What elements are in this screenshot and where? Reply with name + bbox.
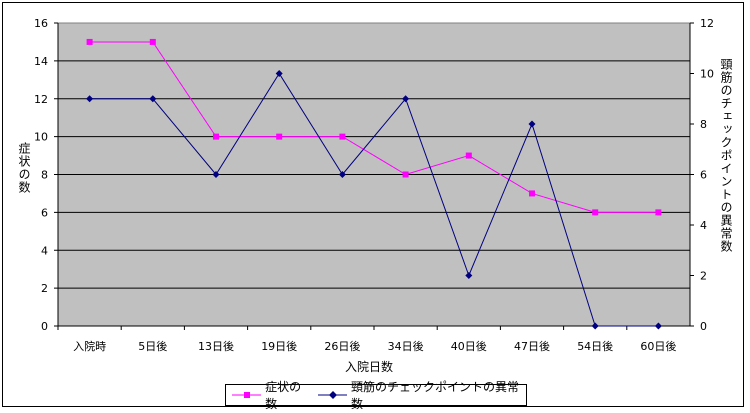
data-point bbox=[402, 171, 409, 178]
y-tick-label: 2 bbox=[41, 282, 48, 295]
legend-marker-pink bbox=[232, 392, 262, 398]
data-point bbox=[654, 322, 662, 330]
y-tick-label: 8 bbox=[41, 169, 48, 182]
data-point bbox=[402, 95, 410, 103]
data-point bbox=[465, 272, 473, 279]
data-point bbox=[528, 120, 536, 128]
y-tick-label: 6 bbox=[41, 206, 48, 219]
legend-label: 頸筋のチェックポイントの異常数 bbox=[350, 380, 519, 411]
data-point bbox=[465, 152, 472, 159]
y-tick-label: 0 bbox=[41, 320, 48, 333]
data-point bbox=[86, 95, 94, 103]
chart-frame bbox=[2, 2, 744, 407]
y-tick-label: 10 bbox=[34, 131, 48, 144]
data-point bbox=[338, 171, 346, 178]
x-tick-label: 40日後 bbox=[451, 339, 487, 353]
y2-tick-label: 12 bbox=[700, 17, 714, 30]
legend-label: 症状の数 bbox=[265, 380, 302, 411]
legend-marker-navy bbox=[317, 391, 347, 399]
y2-tick-label: 2 bbox=[700, 270, 707, 283]
data-point bbox=[213, 133, 219, 140]
data-point bbox=[591, 322, 599, 330]
legend-item-symptoms: 症状の数 bbox=[232, 378, 312, 412]
y-axis-title: 症状の数 bbox=[17, 142, 31, 194]
x-axis-title: 入院日数 bbox=[345, 360, 394, 374]
y2-tick-label: 4 bbox=[700, 219, 707, 232]
y2-tick-label: 8 bbox=[700, 118, 707, 131]
y-tick-label: 4 bbox=[41, 244, 48, 257]
y2-tick-label: 0 bbox=[700, 320, 707, 333]
y2-tick-label: 6 bbox=[700, 169, 707, 182]
x-tick-label: 54日後 bbox=[577, 339, 613, 353]
series-line-1 bbox=[89, 72, 659, 327]
data-point bbox=[592, 209, 599, 216]
legend-item-neck-checkpoints: 頸筋のチェックポイントの異常数 bbox=[317, 378, 526, 412]
y-tick-label: 12 bbox=[34, 93, 48, 106]
data-point bbox=[149, 38, 156, 45]
y2-axis-title: 頸筋のチェックポイントの異常数 bbox=[719, 58, 733, 253]
y-tick-label: 14 bbox=[34, 55, 48, 68]
data-point bbox=[529, 190, 535, 197]
y-tick-label: 16 bbox=[34, 17, 48, 30]
legend: 症状の数 頸筋のチェックポイントの異常数 bbox=[225, 380, 527, 411]
data-point bbox=[86, 38, 93, 45]
x-tick-label: 60日後 bbox=[640, 339, 676, 353]
x-tick-label: 13日後 bbox=[198, 339, 234, 353]
x-tick-label: 入院時 bbox=[73, 339, 106, 353]
x-tick-label: 19日後 bbox=[261, 339, 297, 353]
data-point bbox=[149, 95, 157, 103]
y2-tick-label: 10 bbox=[700, 68, 714, 81]
x-tick-label: 47日後 bbox=[514, 339, 550, 353]
x-tick-label: 5日後 bbox=[138, 339, 167, 353]
data-point bbox=[275, 70, 283, 77]
data-point bbox=[655, 209, 662, 216]
data-point bbox=[212, 171, 220, 178]
data-point bbox=[339, 133, 346, 140]
x-tick-label: 26日後 bbox=[324, 339, 360, 353]
data-point bbox=[276, 133, 283, 140]
x-tick-label: 34日後 bbox=[388, 339, 424, 353]
series-line-0 bbox=[89, 41, 659, 213]
